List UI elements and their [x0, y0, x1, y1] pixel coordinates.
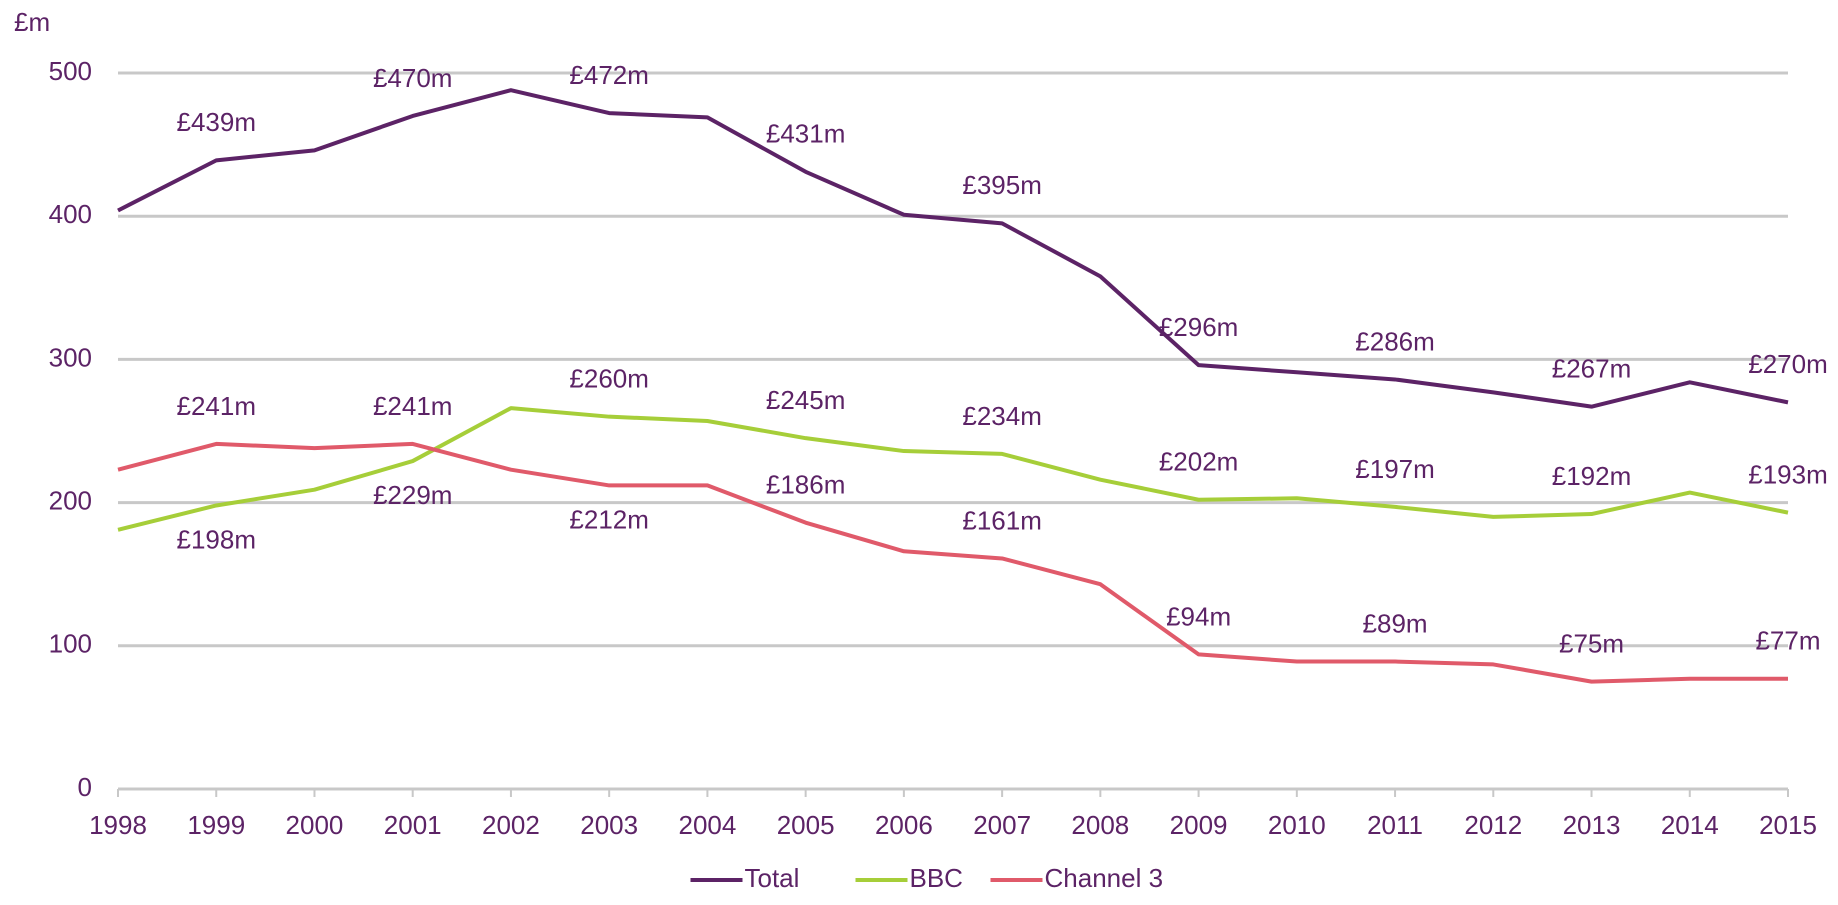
y-tick-label: 100: [49, 629, 92, 659]
data-label: £192m: [1552, 461, 1632, 491]
data-label: £161m: [962, 505, 1042, 535]
data-label: £245m: [766, 385, 846, 415]
x-tick-label: 2001: [384, 810, 442, 840]
x-tick-label: 2012: [1464, 810, 1522, 840]
y-tick-label: 0: [78, 772, 92, 802]
y-tick-label: 200: [49, 485, 92, 515]
data-label: £472m: [569, 60, 649, 90]
series-line: [117, 406, 1789, 532]
data-label: £431m: [766, 119, 846, 149]
x-tick-label: 2014: [1661, 810, 1719, 840]
data-label: £241m: [373, 391, 453, 421]
data-label: £470m: [373, 63, 453, 93]
x-tick-label: 2010: [1268, 810, 1326, 840]
data-label: £229m: [373, 480, 453, 510]
x-tick-label: 2006: [875, 810, 933, 840]
x-tick-label: 2003: [580, 810, 638, 840]
x-tick-label: 2015: [1759, 810, 1817, 840]
data-label: £202m: [1159, 447, 1239, 477]
series-line: [117, 88, 1789, 409]
y-tick-label: 300: [49, 342, 92, 372]
legend-label: BBC: [910, 863, 963, 893]
series-line: [117, 441, 1788, 684]
data-label: £267m: [1552, 354, 1632, 384]
data-label: £198m: [176, 524, 256, 554]
legend-label: Total: [745, 863, 800, 893]
x-tick-label: 2011: [1367, 810, 1423, 840]
x-tick-label: 1999: [187, 810, 245, 840]
data-label: £234m: [962, 401, 1042, 431]
data-label: £395m: [962, 170, 1042, 200]
data-label: £212m: [569, 504, 649, 534]
y-tick-label: 400: [49, 199, 92, 229]
x-tick-label: 2007: [973, 810, 1031, 840]
legend-label: Channel 3: [1045, 863, 1164, 893]
data-label: £270m: [1748, 349, 1828, 379]
data-label: £89m: [1363, 608, 1428, 638]
data-label: £197m: [1355, 454, 1435, 484]
x-tick-label: 2013: [1563, 810, 1621, 840]
data-label: £296m: [1159, 312, 1239, 342]
x-tick-label: 2009: [1170, 810, 1228, 840]
x-tick-label: 2002: [482, 810, 540, 840]
x-tick-label: 2008: [1071, 810, 1129, 840]
data-label: £286m: [1355, 326, 1435, 356]
x-tick-label: 2000: [286, 810, 344, 840]
x-tick-label: 2005: [777, 810, 835, 840]
data-label: £75m: [1559, 628, 1624, 658]
data-label: £193m: [1748, 459, 1828, 489]
x-tick-label: 1998: [89, 810, 147, 840]
data-label: £94m: [1166, 601, 1231, 631]
data-label: £439m: [176, 107, 256, 137]
data-label: £260m: [569, 364, 649, 394]
data-label: £241m: [176, 391, 256, 421]
x-tick-label: 2004: [678, 810, 736, 840]
data-label: £77m: [1755, 626, 1820, 656]
y-axis-label: £m: [14, 7, 50, 37]
data-label: £186m: [766, 470, 846, 500]
y-tick-label: 500: [49, 56, 92, 86]
